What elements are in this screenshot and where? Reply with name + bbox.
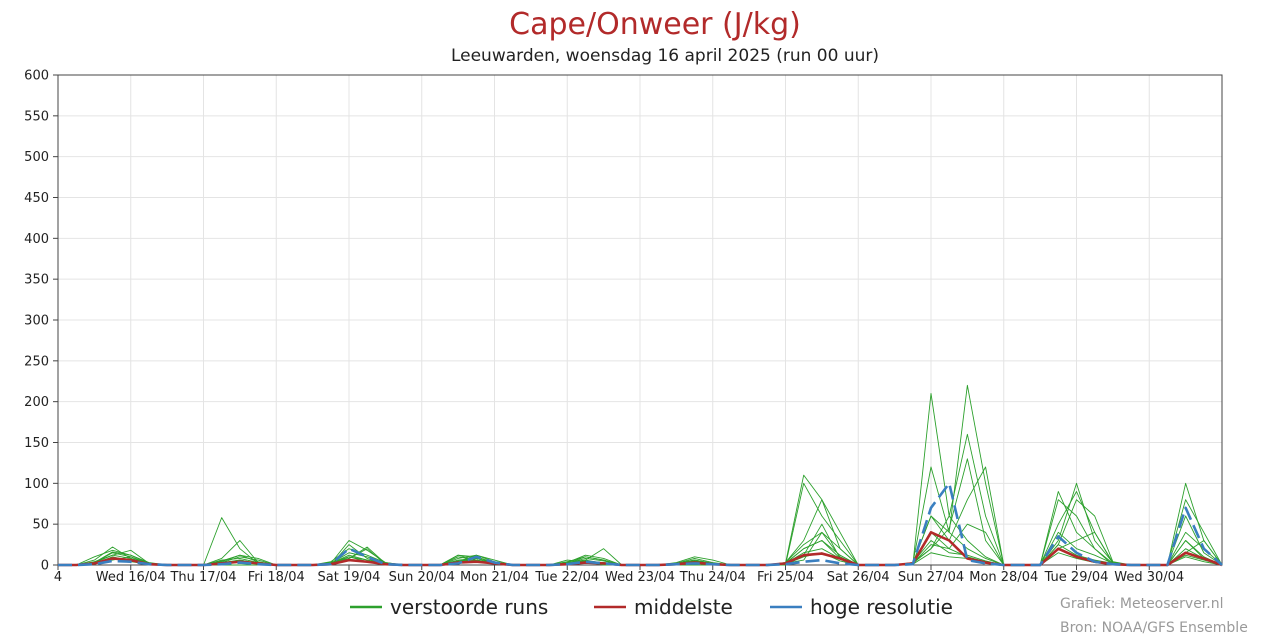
y-tick-label: 500 [24,150,49,165]
legend-label-middelste: middelste [634,595,733,619]
legend-label-verstoorde-runs: verstoorde runs [390,595,548,619]
y-tick-label: 0 [41,559,49,574]
x-tick-label: Wed 30/04 [1114,570,1184,585]
x-tick-label: Fri 18/04 [248,570,305,585]
y-tick-label: 550 [24,109,49,124]
x-tick-label: Sat 19/04 [318,570,381,585]
series-lines [58,384,1223,567]
legend: verstoorde runs middelste hoge resolutie [350,595,953,619]
y-tick-label: 200 [24,395,49,410]
x-tick-label: Wed 16/04 [96,570,166,585]
chart-subtitle: Leeuwarden, woensdag 16 april 2025 (run … [451,46,879,66]
x-tick-label: Tue 29/04 [1044,570,1109,585]
x-tick-label: Fri 25/04 [757,570,814,585]
y-tick-label: 50 [32,518,49,533]
y-tick-label: 400 [24,232,49,247]
x-tick-label: Mon 21/04 [460,570,529,585]
y-tick-label: 300 [24,314,49,329]
x-tick-label: 4 [54,570,62,585]
y-tick-label: 100 [24,477,49,492]
x-tick-label: Sat 26/04 [827,570,890,585]
x-tick-label: Tue 22/04 [534,570,599,585]
y-tick-label: 250 [24,354,49,369]
x-axis-ticks: 4 Wed 16/04 Thu 17/04 Fri 18/04 Sat 19/04 Sun… [54,565,1184,585]
x-tick-label: Mon 28/04 [969,570,1038,585]
y-tick-label: 150 [24,436,49,451]
x-tick-label: Sun 27/04 [898,570,964,585]
legend-label-hoge-resolutie: hoge resolutie [810,595,953,619]
x-tick-label: Thu 24/04 [679,570,746,585]
grid [58,74,1222,566]
credit-source: Bron: NOAA/GFS Ensemble [1060,620,1248,636]
x-tick-label: Thu 17/04 [169,570,236,585]
y-tick-label: 450 [24,191,49,206]
credit-graph: Grafiek: Meteoserver.nl [1060,596,1224,612]
y-tick-label: 350 [24,273,49,288]
y-tick-label: 600 [24,69,49,84]
x-tick-label: Sun 20/04 [389,570,455,585]
series-line-middelste-0 [58,531,1223,567]
y-axis-ticks: 0 50 100 150 200 250 300 350 400 450 500 550 600 [24,69,58,574]
x-tick-label: Wed 23/04 [605,570,675,585]
chart-title: Cape/Onweer (J/kg) [509,7,801,42]
